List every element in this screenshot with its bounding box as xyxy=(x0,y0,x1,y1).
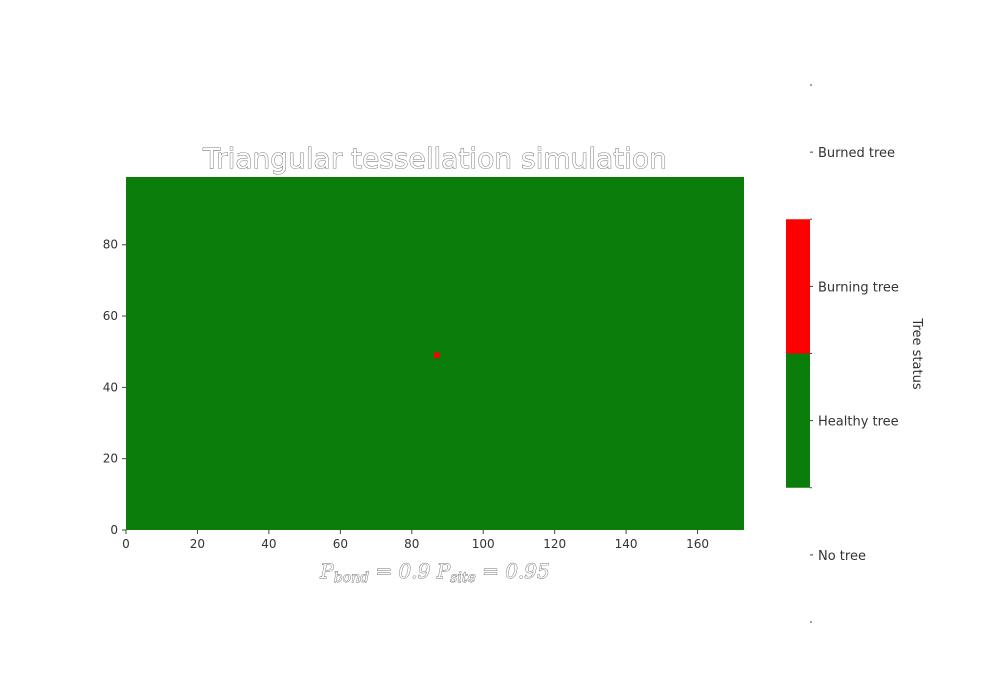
x-tick-label-0: 0 xyxy=(122,537,130,551)
y-tick-label-40: 40 xyxy=(103,380,118,394)
colorbar: No tree Healthy tree Burning tree Burned tr… xyxy=(786,84,899,623)
x-tick-label-40: 40 xyxy=(261,537,276,551)
x-tick-label-60: 60 xyxy=(333,537,348,551)
x-tick-label-80: 80 xyxy=(404,537,419,551)
site-value: = 0.95 xyxy=(476,559,550,583)
site-subscript: site xyxy=(450,570,476,586)
colorbar-segment-1 xyxy=(786,353,810,488)
colorbar-tick-label-2: Burning tree xyxy=(818,280,899,295)
y-axis: 0 20 40 60 80 xyxy=(103,238,126,537)
colorbar-tick-label-1: Healthy tree xyxy=(818,415,899,430)
y-tick-label-60: 60 xyxy=(103,309,118,323)
x-tick-label-20: 20 xyxy=(190,537,205,551)
x-tick-label-160: 160 xyxy=(686,537,709,551)
heatmap-cells xyxy=(434,352,440,359)
x-axis-label: Pbond = 0.9 Psite = 0.95 xyxy=(319,559,550,586)
x-tick-label-100: 100 xyxy=(472,537,495,551)
x-tick-label-140: 140 xyxy=(615,537,638,551)
colorbar-segment-2 xyxy=(786,219,810,354)
heatmap-cell-0 xyxy=(434,352,440,359)
bond-subscript: bond xyxy=(334,570,369,586)
x-tick-label-120: 120 xyxy=(543,537,566,551)
colorbar-label: Tree status xyxy=(909,317,924,389)
x-axis: 0 20 40 60 80 100 120 140 160 xyxy=(122,530,709,551)
y-tick-label-80: 80 xyxy=(103,238,118,252)
site-symbol: P xyxy=(436,559,451,583)
bond-symbol: P xyxy=(319,559,334,583)
chart-title: Triangular tessellation simulation xyxy=(202,142,667,175)
colorbar-tick-label-3: Burned tree xyxy=(818,146,895,161)
y-tick-label-20: 20 xyxy=(103,452,118,466)
colorbar-tick-label-0: No tree xyxy=(818,549,866,564)
y-tick-label-0: 0 xyxy=(110,523,118,537)
bond-value: = 0.9 xyxy=(369,559,437,583)
